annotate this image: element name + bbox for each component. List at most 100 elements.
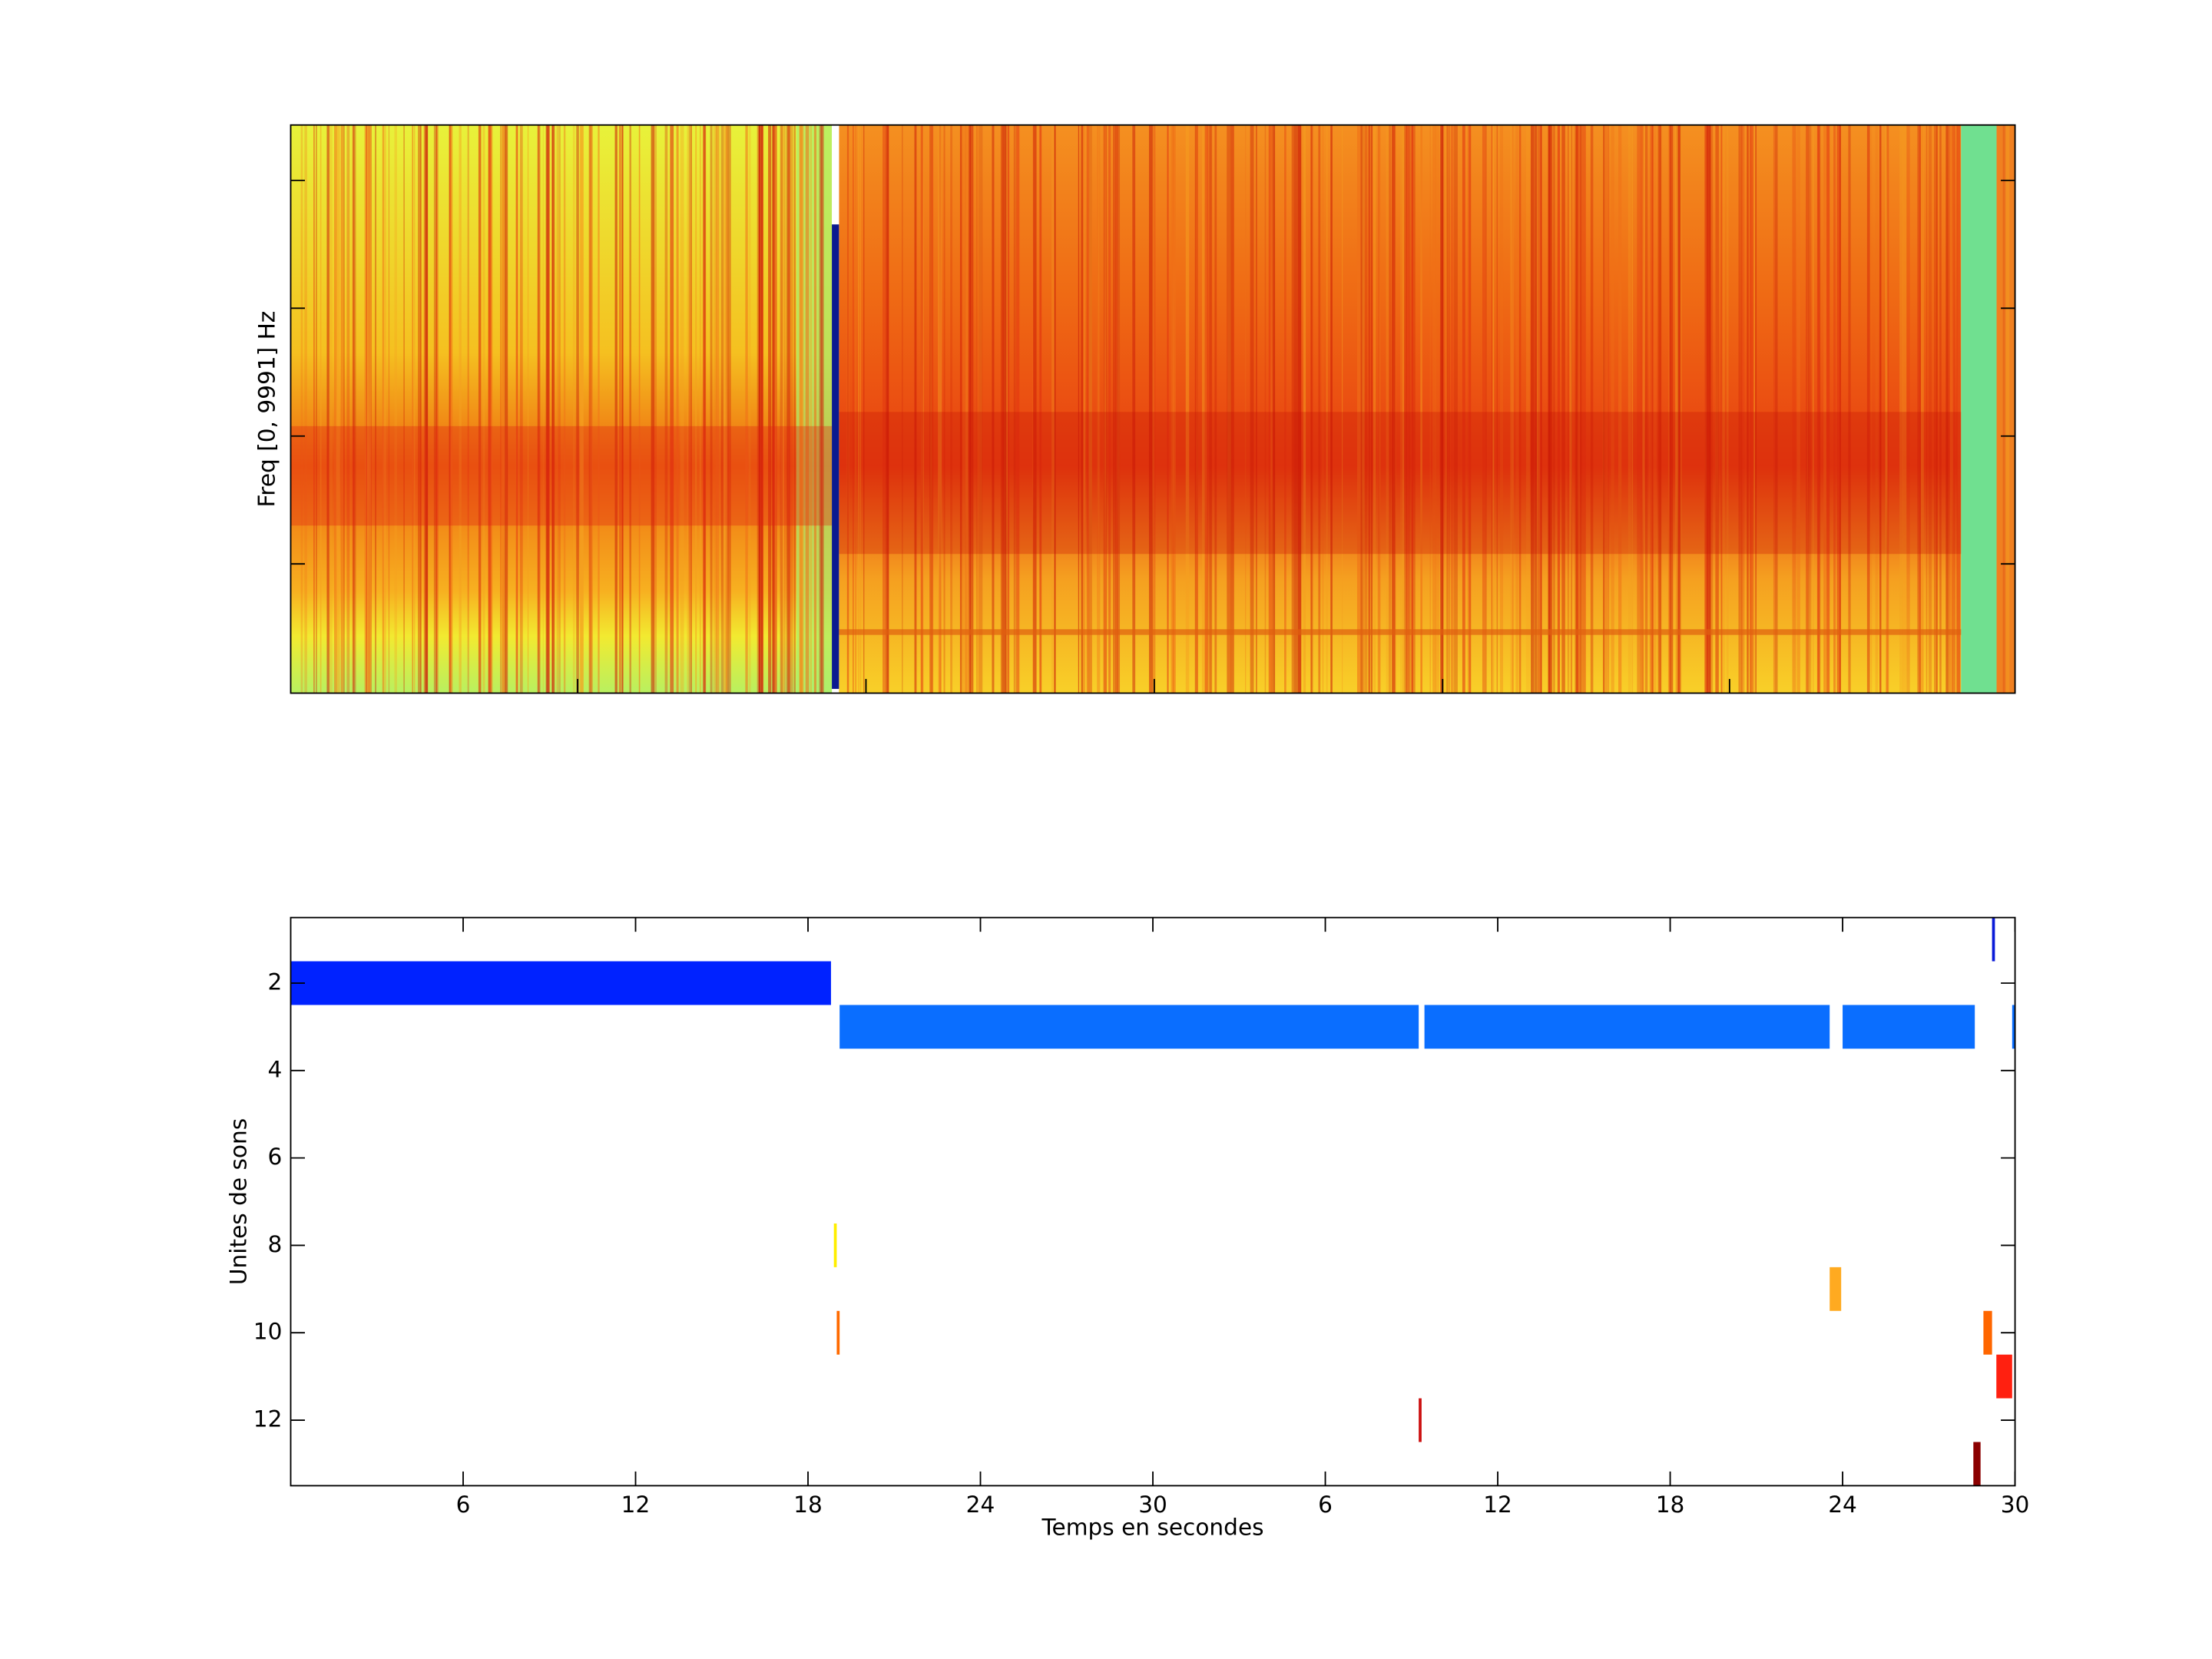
spectrogram-stripe — [1885, 124, 1888, 694]
spectrogram-stripe — [1658, 124, 1661, 694]
spectrogram-stripe — [1005, 124, 1008, 694]
spectrogram-stripe — [1310, 124, 1313, 694]
spectrogram-stripe — [1818, 124, 1821, 694]
spectrogram-stripe — [699, 124, 701, 694]
x-tick-label: 18 — [1656, 1492, 1685, 1518]
spectrogram-stripe — [1949, 124, 1951, 694]
spectrogram-stripe — [1707, 124, 1711, 694]
spectrogram-stripe — [1356, 124, 1361, 694]
spectrogram-stripe — [920, 124, 923, 694]
spectrogram-stripe — [1792, 124, 1796, 694]
spectrogram-stripe — [1747, 124, 1748, 694]
spectrogram-stripe — [819, 124, 823, 694]
x-tick-label: 12 — [1483, 1492, 1512, 1518]
spectrogram-stripe — [1920, 124, 1924, 694]
spectrogram-stripe — [1605, 124, 1608, 694]
spectrogram-stripe — [979, 124, 983, 694]
spectrogram-stripe — [1368, 124, 1370, 694]
spectrogram-stripe — [720, 124, 724, 694]
spectrogram-stripe — [352, 124, 355, 694]
spectrogram-stripe — [433, 124, 437, 694]
spectrogram-stripe — [572, 124, 575, 694]
spectrogram-stripe — [1575, 124, 1578, 694]
spectrogram-stripe — [1098, 124, 1100, 694]
spectrogram-stripe — [695, 124, 697, 694]
spectrogram-stripe — [1548, 124, 1553, 694]
spectrogram-stripe — [459, 124, 462, 694]
spectrogram-stripe — [793, 124, 796, 694]
spectrogram-stripe — [1823, 124, 1826, 694]
spectrogram-stripe — [449, 124, 451, 694]
spectrogram-stripe — [1369, 124, 1373, 694]
spectrogram-stripe — [1445, 124, 1447, 694]
spectrogram-stripe — [1448, 124, 1450, 694]
spectrogram-stripe — [412, 124, 414, 694]
spectrogram-stripe — [1420, 124, 1422, 694]
spectrogram-stripe — [745, 124, 748, 694]
spectrogram-stripe — [1631, 124, 1634, 694]
spectrogram-background — [290, 124, 833, 694]
spectrogram-stripe — [664, 124, 668, 694]
spectrogram-stripe — [346, 124, 350, 694]
spectrogram-stripe — [1194, 124, 1198, 694]
spectrogram-stripe — [799, 124, 803, 694]
spectrogram-stripe — [375, 124, 376, 694]
spectrogram-stripe — [1406, 124, 1409, 694]
spectrogram-stripe — [1054, 124, 1056, 694]
spectrogram-stripe — [413, 124, 416, 694]
spectrogram-stripe — [328, 124, 333, 694]
spectrogram-stripe — [1677, 124, 1681, 694]
spectrogram-stripe — [1371, 124, 1373, 694]
spectrogram-stripe — [1116, 124, 1120, 694]
spectrogram-stripe — [1919, 124, 1921, 694]
spectrogram-stripe — [1151, 124, 1154, 694]
spectrogram-stripe — [729, 124, 731, 694]
spectrogram-stripe — [1806, 124, 1808, 694]
spectrogram-stripe — [1033, 124, 1037, 694]
spectrogram-stripe — [320, 124, 322, 694]
spectrogram-stripe — [478, 124, 482, 694]
spectrogram-stripe — [614, 124, 618, 694]
spectrogram-stripe — [886, 124, 889, 694]
spectrogram-stripe — [598, 124, 600, 694]
spectrogram-stripe — [858, 124, 859, 694]
y-axis-label: Freq [0, 9991] Hz — [253, 311, 280, 508]
spectrogram-stripe — [789, 124, 793, 694]
segment — [836, 1310, 840, 1355]
spectrogram-stripe — [1806, 124, 1810, 694]
spectrogram-stripes — [290, 124, 2010, 694]
spectrogram-stripe — [589, 124, 593, 694]
spectrogram-stripe — [1773, 124, 1776, 694]
spectrogram-stripe — [418, 124, 422, 694]
spectrogram-stripe — [1185, 124, 1190, 694]
spectrogram-stripe — [1750, 124, 1752, 694]
spectrogram-stripe — [618, 124, 621, 694]
spectrogram-stripe — [1580, 124, 1582, 694]
spectrogram-stripe — [1000, 124, 1003, 694]
spectrogram-stripe — [1741, 124, 1745, 694]
spectrogram-stripe — [1510, 124, 1514, 694]
spectrogram-stripe — [1432, 124, 1436, 694]
spectrogram-stripe — [629, 124, 631, 694]
spectrogram-stripe — [1569, 124, 1572, 694]
spectrogram-stripe — [340, 124, 343, 694]
y-tick-label: 6 — [268, 1144, 283, 1170]
spectrogram-stripe — [1553, 124, 1555, 694]
spectrogram-stripe — [1500, 124, 1504, 694]
spectrogram-stripe — [1753, 124, 1755, 694]
spectrogram-stripe — [1326, 124, 1328, 694]
spectrogram-stripe — [1934, 124, 1936, 694]
spectrogram-stripe — [1386, 124, 1389, 694]
spectrogram-stripe — [1603, 124, 1608, 694]
spectrogram-stripe — [1152, 124, 1156, 694]
y-tick-label: 4 — [268, 1056, 283, 1082]
spectrogram-stripe — [1836, 124, 1840, 694]
spectrogram-stripe — [1408, 124, 1411, 694]
spectrogram-stripe — [1577, 124, 1581, 694]
y-tick-label: 12 — [253, 1406, 283, 1432]
spectrogram-stripe — [962, 124, 966, 694]
spectrogram-stripe — [519, 124, 523, 694]
spectrogram-stripe — [772, 124, 775, 694]
spectrogram-stripe — [1575, 124, 1578, 694]
spectrogram-stripe — [504, 124, 508, 694]
